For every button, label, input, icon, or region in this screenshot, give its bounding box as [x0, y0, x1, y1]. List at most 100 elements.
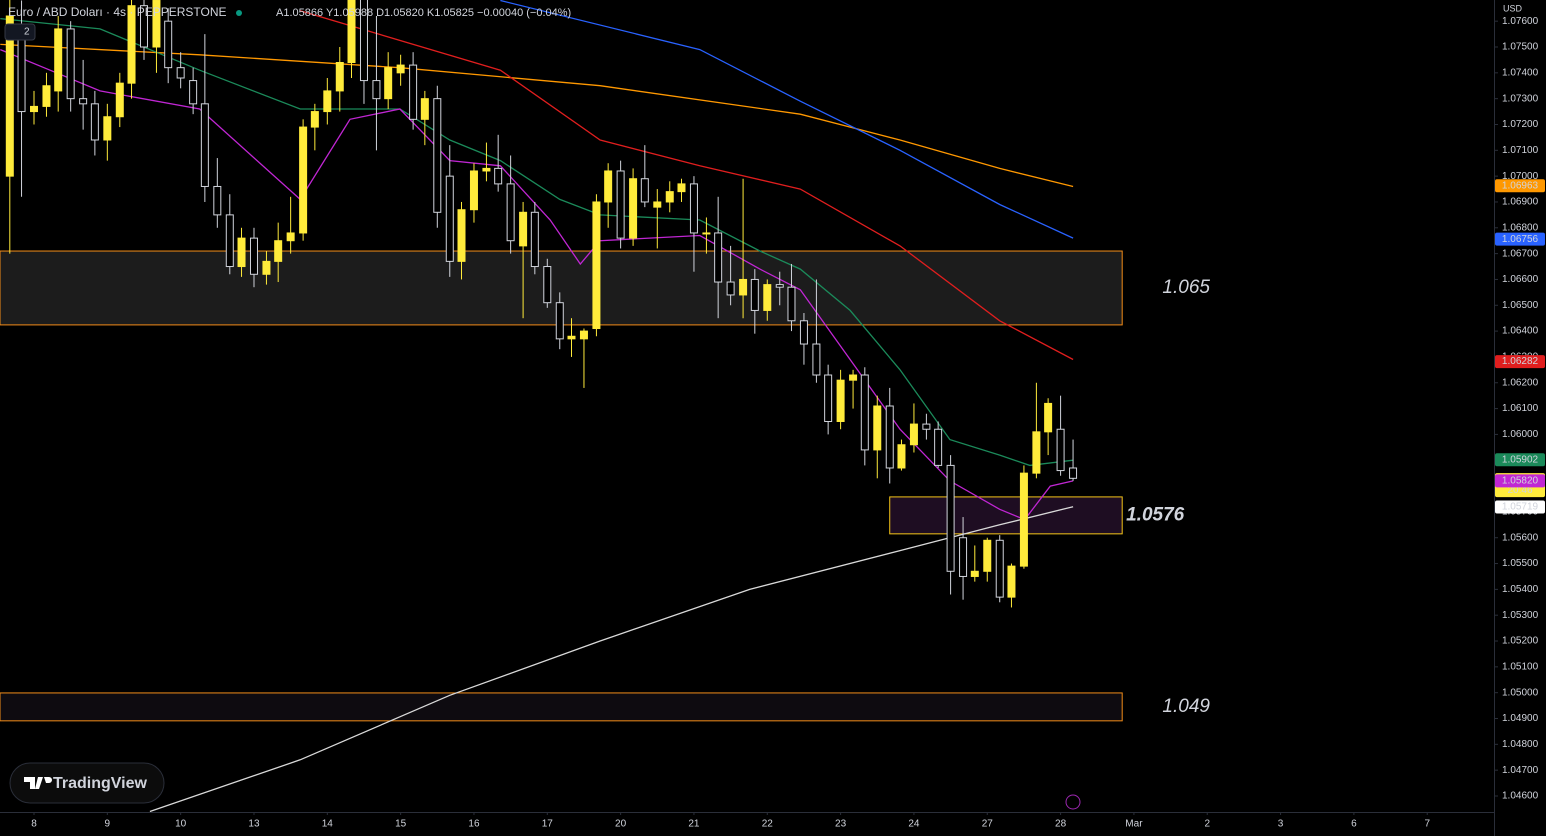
y-tick-label: 1.06900: [1502, 197, 1539, 208]
ma-line: [0, 48, 1074, 521]
candle-body: [42, 85, 51, 107]
candle-body: [922, 423, 931, 430]
y-tick-label: 1.07100: [1502, 145, 1539, 156]
candle-body: [629, 178, 638, 239]
candle-body: [959, 537, 968, 577]
price-tag-countdown: 20:46: [1507, 485, 1532, 496]
candle-body: [689, 183, 698, 234]
candle-body: [66, 28, 75, 100]
y-tick-label: 1.07400: [1502, 67, 1539, 78]
candle-body: [750, 278, 759, 311]
candle-body: [189, 80, 198, 105]
candle-body: [983, 539, 992, 572]
x-tick-label: 9: [105, 819, 111, 830]
candle-body: [543, 266, 552, 304]
price-tag-label: 1.05719: [1502, 502, 1539, 513]
candle-body: [5, 15, 14, 177]
x-tick-label: 23: [835, 819, 847, 830]
indicator-toggle[interactable]: [4, 23, 36, 41]
candle-body: [567, 335, 576, 340]
candle-body: [127, 5, 136, 84]
candle-body: [323, 90, 332, 113]
y-tick-label: 1.07500: [1502, 42, 1539, 53]
candle-body: [274, 240, 283, 262]
logo-badge[interactable]: [9, 762, 165, 804]
candle-body: [79, 98, 88, 105]
candle-body: [103, 116, 112, 141]
y-tick-label: 1.05100: [1502, 661, 1539, 672]
candle-body: [335, 62, 344, 92]
x-tick-label: Mar: [1125, 819, 1143, 830]
candle-body: [17, 33, 26, 113]
ma-line: [0, 17, 1074, 467]
price-tag: [1495, 453, 1545, 467]
candle-body: [812, 343, 821, 376]
y-tick-label: 1.05500: [1502, 558, 1539, 569]
candle-body: [310, 111, 319, 128]
candle-body: [139, 5, 148, 48]
candle-body: [714, 232, 723, 283]
zone-label: 1.065: [1162, 277, 1210, 298]
events-icon[interactable]: [1065, 794, 1081, 810]
candle-body: [152, 0, 161, 48]
currency-label[interactable]: USD: [1503, 3, 1523, 13]
candle-body: [90, 103, 99, 141]
candle-body: [640, 178, 649, 203]
x-tick-label: 6: [1351, 819, 1357, 830]
candle-body: [1069, 467, 1078, 479]
x-tick-label: 22: [762, 819, 774, 830]
candle-body: [1007, 565, 1016, 598]
candle-body: [849, 374, 858, 381]
candle-body: [372, 80, 381, 100]
x-tick-label: 13: [248, 819, 260, 830]
y-tick-label: 1.06700: [1502, 248, 1539, 259]
candle-body: [787, 286, 796, 322]
price-tag: [1495, 500, 1545, 514]
y-tick-label: 1.04700: [1502, 765, 1539, 776]
x-tick-label: 16: [468, 819, 480, 830]
x-tick-label: 27: [982, 819, 994, 830]
price-tag-label: 1.05820: [1502, 476, 1539, 487]
candle-body: [249, 237, 258, 275]
candle-body: [30, 105, 39, 113]
candle-body: [457, 209, 466, 262]
candle-body: [579, 330, 588, 340]
candle-body: [555, 302, 564, 340]
candle-body: [176, 67, 185, 79]
candle-body: [653, 201, 662, 208]
symbol-title: Euro / ABD Doları · 4s · PEPPERSTONE: [8, 5, 227, 19]
candle-body: [445, 175, 454, 262]
logo-text: TradingView: [53, 775, 148, 792]
ohlc-readout: A1.05866 Y1.05988 D1.05820 K1.05825 −0.0…: [276, 7, 571, 19]
x-tick-label: 14: [322, 819, 334, 830]
candle-body: [409, 64, 418, 120]
candle-body: [592, 201, 601, 330]
price-tag: [1495, 232, 1545, 246]
candle-body: [420, 98, 429, 120]
price-tag-label: 1.06756: [1502, 234, 1539, 245]
candle-body: [995, 539, 1004, 598]
y-tick-label: 1.07200: [1502, 119, 1539, 130]
y-tick-label: 1.05200: [1502, 636, 1539, 647]
y-tick-label: 1.06600: [1502, 274, 1539, 285]
candle-body: [494, 167, 503, 185]
y-tick-label: 1.07000: [1502, 171, 1539, 182]
candle-body: [200, 103, 209, 187]
candle-body: [1019, 472, 1028, 567]
candle-body: [433, 98, 442, 213]
logo-icon: [24, 777, 52, 789]
price-tag-label: 1.05902: [1502, 454, 1539, 465]
y-tick-label: 1.05600: [1502, 532, 1539, 543]
y-tick-label: 1.05400: [1502, 584, 1539, 595]
candle-body: [799, 320, 808, 345]
candle-body: [1056, 428, 1065, 472]
candle-body: [616, 170, 625, 239]
x-tick-label: 10: [175, 819, 187, 830]
candle-body: [286, 232, 295, 242]
y-tick-label: 1.04900: [1502, 713, 1539, 724]
candle-body: [702, 232, 711, 235]
y-tick-label: 1.06400: [1502, 326, 1539, 337]
x-tick-label: 28: [1055, 819, 1067, 830]
candle-body: [299, 126, 308, 234]
